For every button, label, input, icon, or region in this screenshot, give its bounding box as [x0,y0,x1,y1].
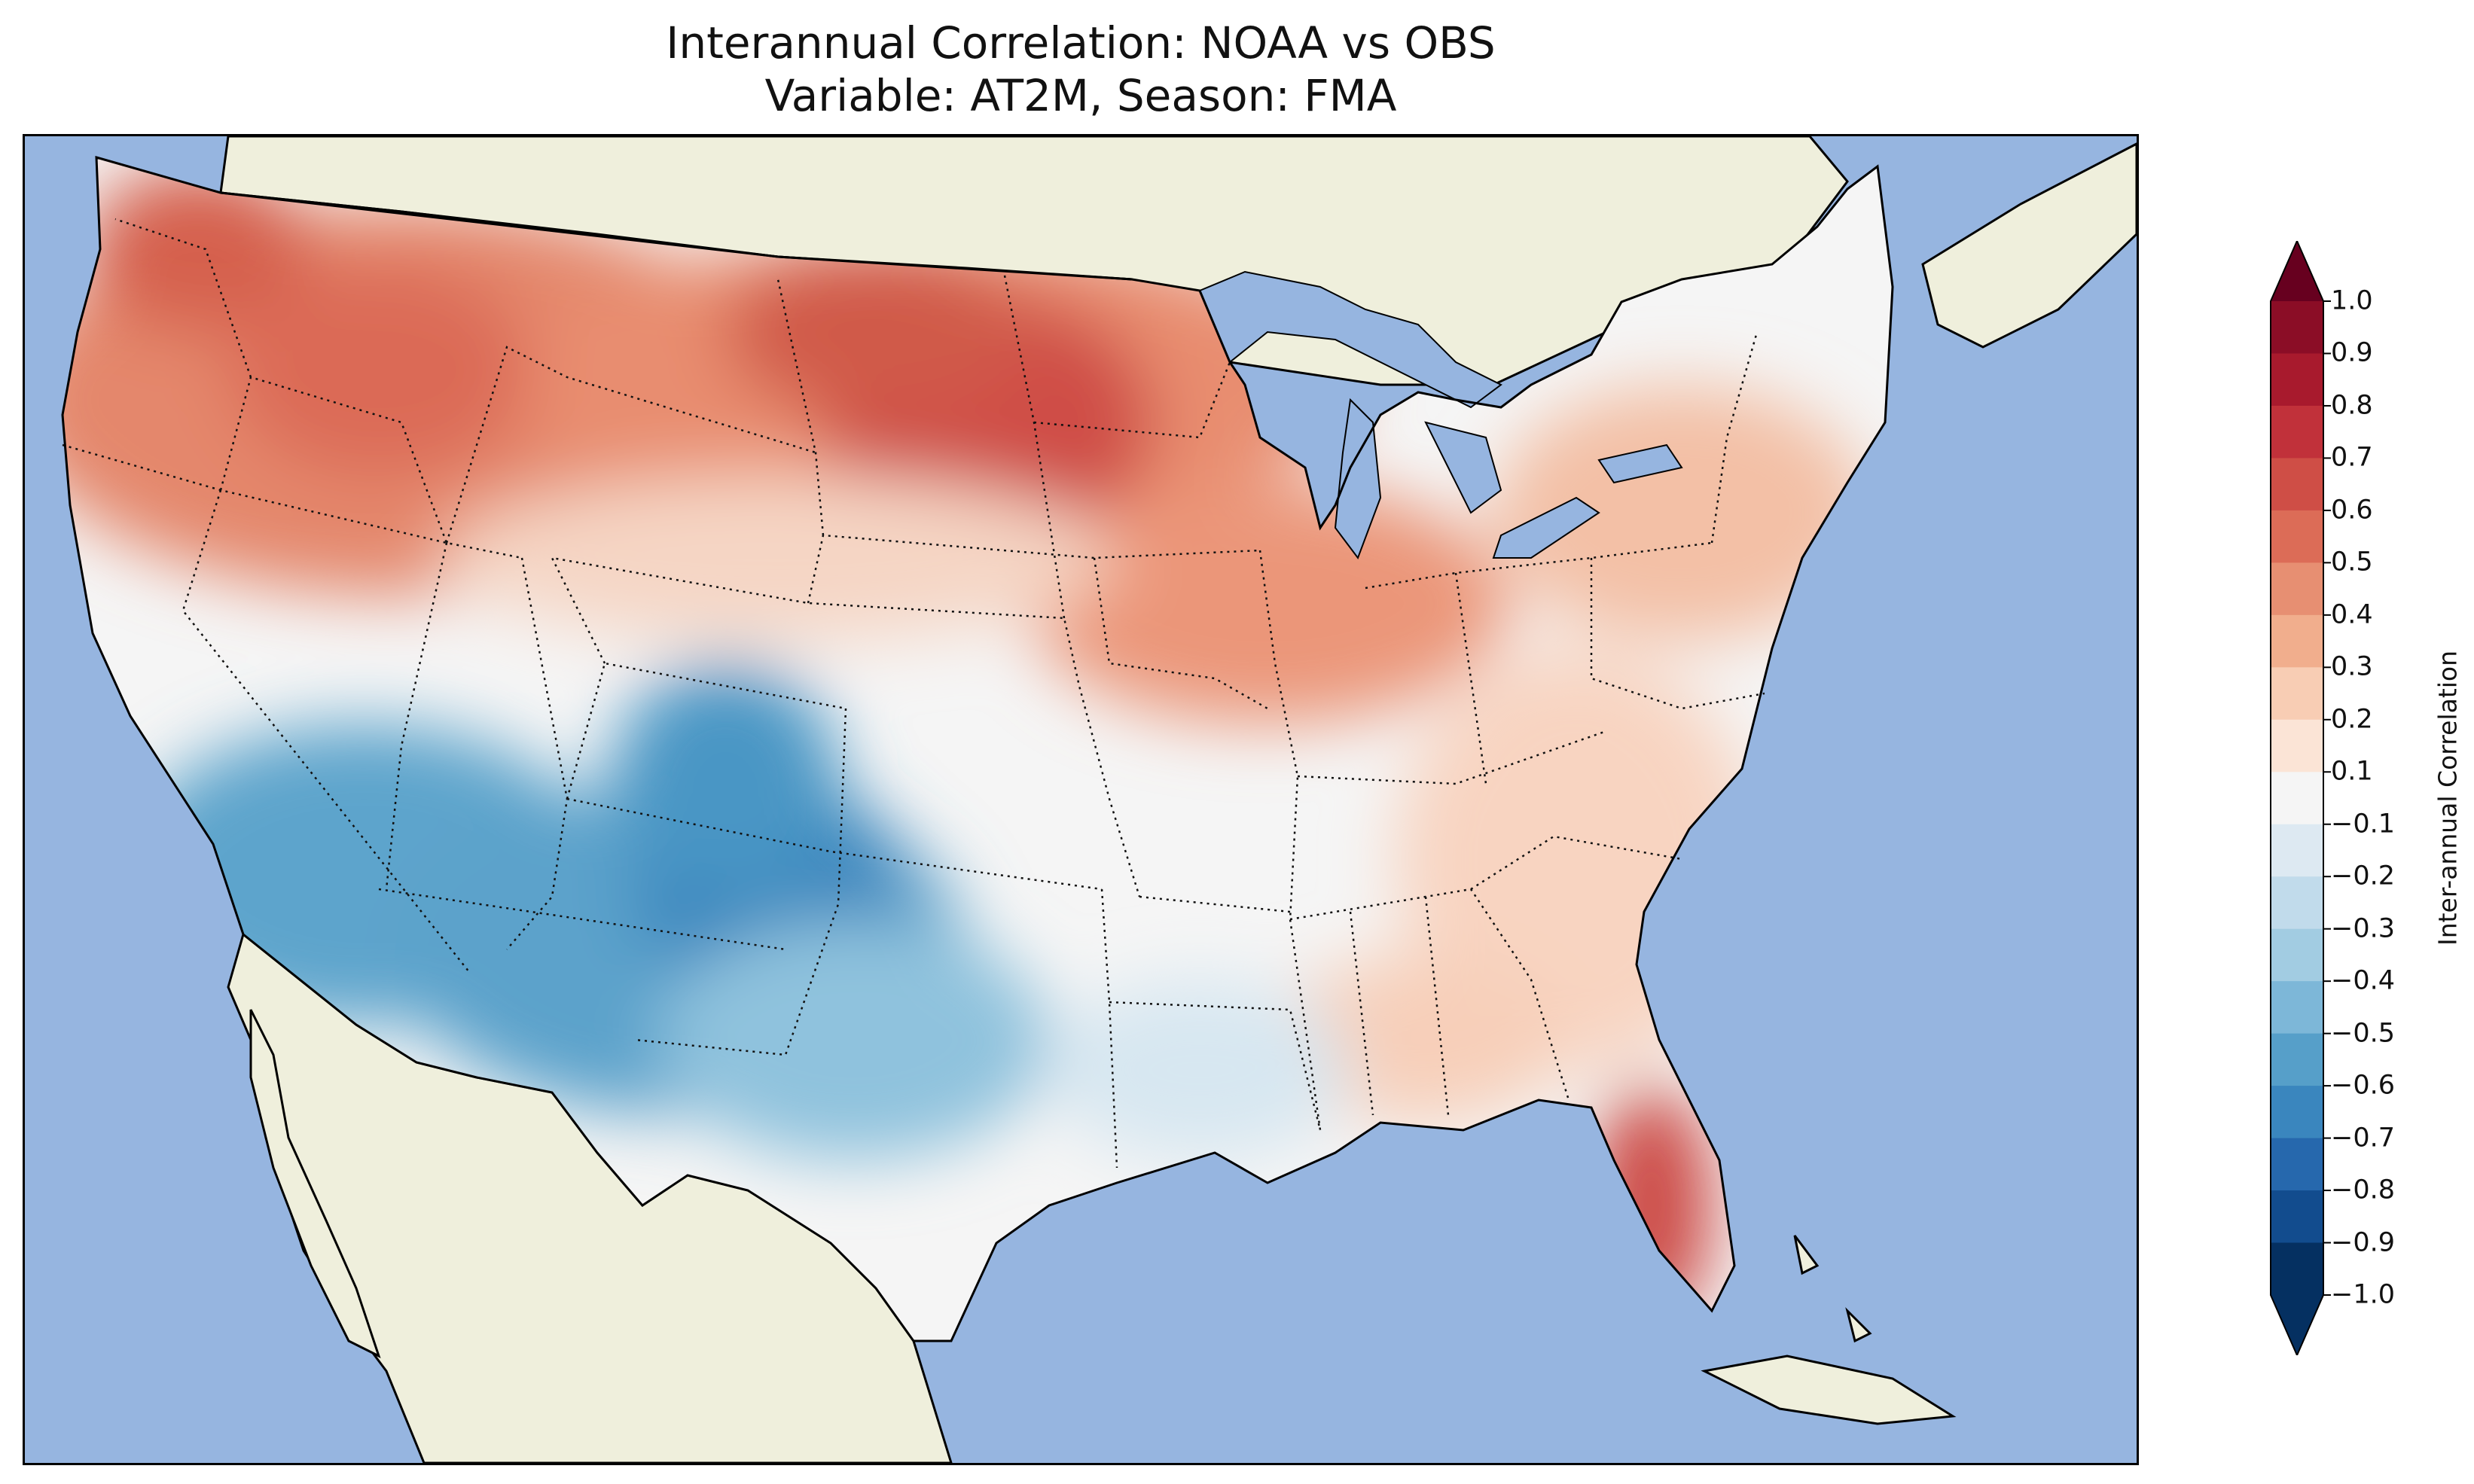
lake-huron [1424,421,1502,514]
colorbar-extend-min [2271,1295,2323,1355]
colorbar-swatch [2271,981,2323,1035]
colorbar-swatch [2271,667,2323,721]
colorbar-tick-label: −0.5 [2331,1018,2395,1049]
colorbar-tick-label: 0.4 [2331,599,2373,630]
colorbar-tick-label: −0.3 [2331,913,2395,944]
chart-title-line-2: Variable: AT2M, Season: FMA [764,70,1397,121]
colorbar-tick-label: 0.5 [2331,547,2373,577]
colorbar-swatch [2271,1242,2323,1296]
colorbar-swatch [2271,772,2323,825]
colorbar-swatch [2271,1138,2323,1191]
colorbar-tick-label: 0.9 [2331,337,2373,368]
colorbar-swatch [2271,1190,2323,1244]
us-canada-border [220,191,1133,281]
colorbar-swatch [2271,1086,2323,1139]
colorbar-tick-label: 0.2 [2331,704,2373,735]
bahamas-island [1845,1307,1872,1343]
correlation-field [63,157,1893,1341]
colorbar-label: Inter-annual Correlation [2433,650,2463,946]
colorbar-swatch [2271,458,2323,511]
colorbar-swatch [2271,301,2323,354]
colorbar-tick-label: 1.0 [2331,285,2373,316]
maritimes-land [1921,142,2137,349]
colorbar-tick-label: −0.6 [2331,1070,2395,1101]
colorbar-tick-label: −0.1 [2331,809,2395,840]
colorbar-tick-label: −0.9 [2331,1227,2395,1258]
colorbar-swatch [2271,510,2323,563]
colorbar-swatch [2271,614,2323,668]
colorbar-tick-label: 0.8 [2331,390,2373,421]
colorbar-tick-label: −0.2 [2331,861,2395,891]
lake-erie [1492,496,1600,559]
colorbar-swatch [2271,1033,2323,1086]
colorbar-swatch [2271,876,2323,930]
colorbar-tick-label: −1.0 [2331,1279,2395,1310]
colorbar-swatch [2271,928,2323,982]
lake-ontario [1597,443,1683,484]
colorbar-swatch [2271,824,2323,877]
colorbar-swatches [2270,241,2331,1355]
colorbar-swatch [2271,562,2323,616]
colorbar-tick-label: 0.7 [2331,442,2373,473]
lake-michigan [1334,398,1382,560]
bahamas-island [1793,1235,1820,1275]
colorbar-swatch [2271,719,2323,772]
colorbar-tick-label: −0.8 [2331,1175,2395,1205]
colorbar-tick-label: −0.4 [2331,965,2395,996]
colorbar-swatch [2271,353,2323,407]
state-borders [62,218,1765,1169]
map-panel [23,134,2139,1465]
colorbar-tick-label: 0.1 [2331,756,2373,787]
colorbar-extend-max [2271,241,2323,301]
correlation-map [25,136,2137,1463]
cuba-land [1701,1354,1957,1425]
colorbar-tick-label: 0.6 [2331,495,2373,526]
colorbar [2270,241,2331,1355]
colorbar-tick-label: −0.7 [2331,1123,2395,1153]
colorbar-tick-label: 0.3 [2331,651,2373,682]
chart-title-line-1: Interannual Correlation: NOAA vs OBS [666,17,1496,69]
colorbar-swatch [2271,405,2323,459]
lake-superior [1198,270,1502,409]
baja-land [249,1009,381,1358]
